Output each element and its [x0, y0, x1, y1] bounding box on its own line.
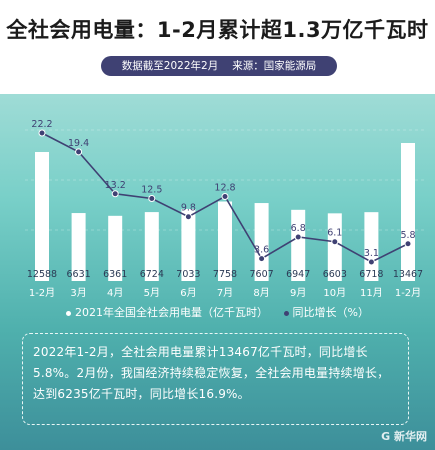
x-tick-label-3: 5月 — [144, 287, 160, 299]
growth-point-6 — [258, 255, 266, 263]
legend-bar-label: 2021年全国全社会用电量（亿千瓦时） — [75, 306, 269, 319]
growth-point-8 — [331, 238, 339, 246]
legend-line: 同比增长（%） — [283, 304, 369, 320]
growth-value-label-9: 3.1 — [364, 248, 379, 259]
growth-value-label-5: 12.8 — [214, 182, 235, 193]
bar-value-label-4: 7033 — [176, 269, 200, 280]
bar-5 — [218, 201, 232, 281]
bar-1 — [71, 213, 86, 281]
x-tick-label-2: 4月 — [107, 287, 123, 299]
growth-value-label-4: 9.8 — [181, 203, 196, 214]
bar-value-label-6: 7607 — [250, 269, 274, 280]
bar-value-label-2: 6361 — [103, 269, 127, 280]
legend-bar: 2021年全国全社会用电量（亿千瓦时） — [66, 304, 268, 320]
bar-value-label-9: 6718 — [359, 269, 383, 280]
bar-6 — [254, 203, 269, 281]
x-tick-label-9: 11月 — [360, 287, 383, 299]
bar-2 — [108, 215, 123, 281]
growth-point-7 — [294, 233, 302, 241]
xinhua-watermark: G 新华网 — [381, 430, 427, 443]
subtitle-bar: 数据截至2022年2月 来源：国家能源局 — [101, 56, 337, 76]
bar-4 — [181, 208, 196, 281]
x-tick-label-1: 3月 — [70, 287, 86, 299]
legend-line-label: 同比增长（%） — [292, 306, 369, 319]
growth-point-9 — [367, 258, 375, 266]
bar-10 — [401, 143, 415, 281]
bar-7 — [291, 209, 306, 281]
page-title: 全社会用电量：1-2月累计超1.3万亿千瓦时 — [6, 18, 429, 42]
bar-value-label-10: 13467 — [393, 269, 423, 280]
growth-value-label-8: 6.1 — [327, 228, 342, 239]
bar-value-label-0: 12588 — [27, 269, 57, 280]
chart-legend: 2021年全国全社会用电量（亿千瓦时） 同比增长（%） — [0, 304, 435, 320]
data-source: 来源：国家能源局 — [232, 60, 317, 72]
summary-note: 2022年1-2月，全社会用电量累计13467亿千瓦时，同比增长5.8%。2月份… — [22, 333, 409, 425]
electricity-chart: 12588 6631 6361 6724 7033 7758 7607 6947 6603 671… — [26, 119, 424, 299]
bar-value-label-8: 6603 — [323, 269, 347, 280]
growth-value-label-2: 13.2 — [105, 180, 126, 191]
x-tick-label-0: 1-2月 — [29, 287, 55, 299]
growth-point-4 — [184, 213, 192, 221]
x-tick-label-4: 6月 — [180, 287, 196, 299]
growth-value-label-0: 22.2 — [31, 119, 52, 130]
growth-value-label-3: 12.5 — [141, 185, 162, 196]
x-tick-label-10: 1-2月 — [395, 287, 421, 299]
bar-3 — [144, 212, 159, 281]
bar-value-label-1: 6631 — [67, 269, 91, 280]
growth-point-5 — [221, 192, 229, 200]
x-tick-label-5: 7月 — [217, 287, 233, 299]
bar-8 — [327, 213, 342, 281]
growth-point-1 — [75, 148, 83, 156]
bar-0 — [35, 152, 49, 281]
bar-9 — [364, 212, 379, 281]
growth-value-label-7: 6.8 — [291, 223, 306, 234]
growth-point-2 — [111, 190, 119, 198]
data-date: 数据截至2022年2月 — [121, 60, 219, 72]
growth-point-10 — [404, 240, 412, 248]
x-tick-label-7: 9月 — [290, 287, 306, 299]
growth-value-label-1: 19.4 — [68, 138, 89, 149]
growth-value-label-10: 5.8 — [400, 230, 415, 241]
growth-point-3 — [148, 195, 156, 203]
legend-line-marker — [283, 310, 289, 316]
x-tick-label-8: 10月 — [323, 287, 346, 299]
bar-value-label-3: 6724 — [140, 269, 164, 280]
growth-value-label-6: 3.6 — [254, 245, 269, 256]
x-tick-label-6: 8月 — [253, 287, 269, 299]
growth-point-0 — [38, 129, 46, 137]
legend-bar-marker — [66, 310, 72, 316]
bar-value-label-5: 7758 — [213, 269, 237, 280]
bar-value-label-7: 6947 — [286, 269, 310, 280]
